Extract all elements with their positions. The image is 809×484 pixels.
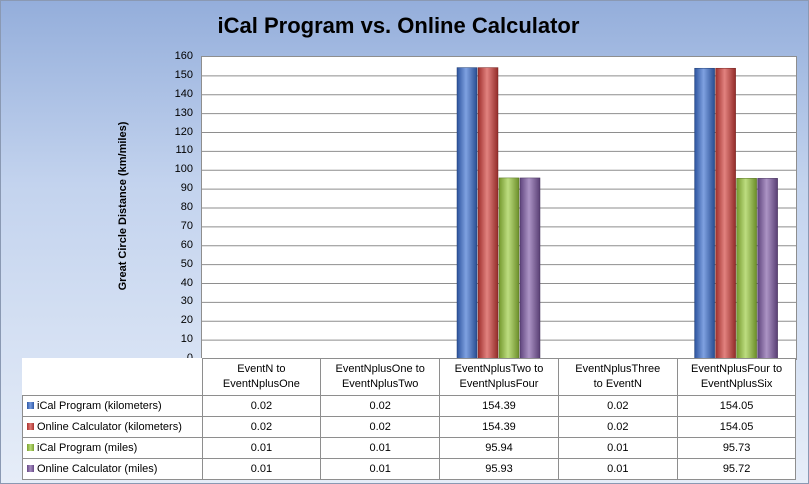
y-tick-label: 140 <box>174 87 193 100</box>
table-corner <box>23 359 203 396</box>
x-category-label: EventNplusOne to EventNplusTwo <box>320 358 441 396</box>
plot-area <box>201 56 797 360</box>
data-label: 95.73 <box>676 437 797 459</box>
y-tick-label: 60 <box>180 238 193 251</box>
y-tick-label: 90 <box>180 182 193 195</box>
y-tick-label: 70 <box>180 219 193 232</box>
bar <box>498 177 520 359</box>
x-category-label: EventNplusThree to EventN <box>557 358 678 396</box>
legend-swatch <box>27 443 34 451</box>
y-tick-label: 40 <box>180 276 193 289</box>
table-row: Online Calculator (miles) 0.01 0.01 95.93 0.… <box>22 458 797 480</box>
bar <box>694 67 715 359</box>
y-tick-label: 30 <box>180 295 193 308</box>
data-label: 0.01 <box>557 437 678 459</box>
y-axis-label: Great Circle Distance (km/miles) <box>117 121 129 291</box>
y-tick-label: 160 <box>174 50 193 62</box>
bar <box>715 67 736 359</box>
y-tick-label: 100 <box>174 163 193 176</box>
legend-entry: Online Calculator (kilometers) <box>22 416 203 438</box>
data-label: 0.01 <box>320 437 441 459</box>
bar <box>736 178 757 359</box>
y-tick-label: 20 <box>180 314 193 327</box>
data-label: 0.01 <box>201 458 322 480</box>
data-label: 154.05 <box>676 395 797 417</box>
data-label: 0.01 <box>201 437 322 459</box>
x-category-label: EventNplusFour to EventNplusSix <box>676 358 797 396</box>
table-row: iCal Program (miles) 0.01 0.01 95.94 0.01 95.… <box>22 437 797 459</box>
chart-title: iCal Program vs. Online Calculator <box>217 13 580 38</box>
legend-swatch <box>27 401 34 409</box>
data-label: 0.02 <box>201 395 322 417</box>
data-label: 0.02 <box>201 416 322 438</box>
data-label: 95.72 <box>676 458 797 480</box>
y-tick-label: 50 <box>180 257 193 270</box>
bar <box>456 67 478 359</box>
data-label: 0.02 <box>557 395 678 417</box>
y-tick-label: 130 <box>174 106 193 119</box>
data-label: 95.94 <box>439 437 559 459</box>
y-tick-label: 150 <box>174 68 193 81</box>
data-label: 0.02 <box>320 395 441 417</box>
data-label: 154.39 <box>439 395 559 417</box>
table-row: Online Calculator (kilometers) 0.02 0.02 15… <box>22 416 797 438</box>
data-label: 154.39 <box>439 416 559 438</box>
bar <box>519 177 541 359</box>
data-label: 95.93 <box>439 458 559 480</box>
bar <box>477 67 499 359</box>
bar <box>757 178 778 359</box>
data-table: EventN to EventNplusOne EventNplusOne to Ev… <box>22 358 797 480</box>
legend-entry: iCal Program (kilometers) <box>22 395 203 417</box>
table-row: iCal Program (kilometers) 0.02 0.02 154.39 0… <box>22 395 797 417</box>
y-tick-label: 10 <box>180 333 193 346</box>
bar-plot <box>202 67 796 359</box>
data-label: 0.02 <box>557 416 678 438</box>
y-tick-label: 110 <box>175 144 193 157</box>
legend-entry: Online Calculator (miles) <box>22 458 203 480</box>
data-label: 0.02 <box>320 416 441 438</box>
data-label: 154.05 <box>676 416 797 438</box>
legend-entry: iCal Program (miles) <box>22 437 203 459</box>
y-tick-label: 80 <box>180 201 193 213</box>
x-category-label: EventN to EventNplusOne <box>201 358 322 396</box>
x-category-label: EventNplusTwo to EventNplusFour <box>439 358 559 396</box>
y-tick-label: 120 <box>174 125 193 138</box>
data-label: 0.01 <box>320 458 441 480</box>
legend-swatch <box>27 464 34 472</box>
legend-swatch <box>27 422 34 430</box>
data-label: 0.01 <box>557 458 678 480</box>
